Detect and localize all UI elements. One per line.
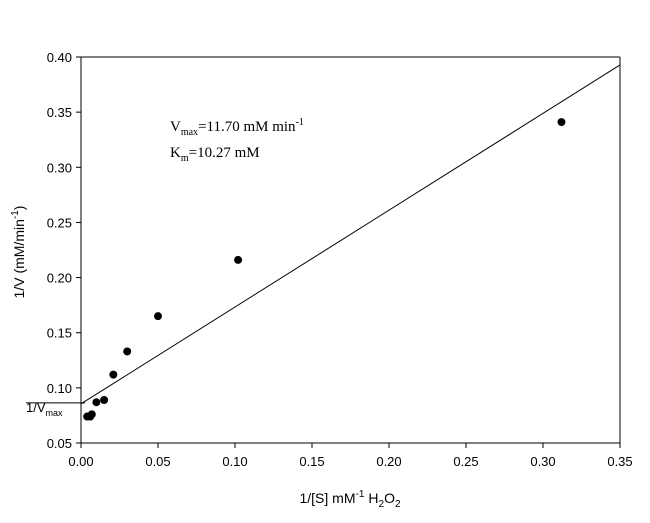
fit-line	[80, 64, 621, 405]
x-tick-label: 0.05	[145, 454, 170, 469]
x-axis-title-species-sub2: 2	[395, 499, 401, 510]
intercept-label-main: 1/V	[26, 400, 46, 415]
y-tick-label: 0.30	[47, 160, 72, 175]
data-points	[83, 118, 566, 421]
x-tick-label: 0.35	[607, 454, 632, 469]
y-axis-title: 1/V (mM/min-1)	[10, 206, 27, 299]
data-point	[100, 395, 109, 404]
y-ticks: 0.05 0.10 0.15 0.20 0.25 0.30 0.35 0.40	[47, 50, 81, 451]
km-subscript: m	[181, 153, 189, 164]
x-axis-title-species-o: O	[384, 490, 395, 506]
data-point	[154, 312, 162, 321]
x-axis-title-species-h: H	[368, 490, 378, 506]
fit-line-group	[80, 64, 621, 405]
y-tick-label: 0.10	[47, 381, 72, 396]
y-tick-label: 0.20	[47, 271, 72, 286]
vmax-value: =11.70 mM min	[198, 119, 296, 135]
km-symbol: K	[170, 145, 181, 161]
vmax-annotation: Vmax=11.70 mM min-1	[170, 117, 304, 138]
data-point	[92, 398, 101, 407]
data-point	[557, 118, 566, 127]
data-point	[234, 255, 243, 264]
x-tick-label: 0.15	[299, 454, 324, 469]
x-axis-title: 1/[S] mM-1 H2O2	[299, 489, 401, 510]
x-axis-title-species-sub1: 2	[379, 499, 385, 510]
vmax-symbol: V	[170, 119, 181, 135]
vmax-exponent: -1	[296, 117, 304, 128]
x-tick-label: 0.10	[222, 454, 247, 469]
y-axis-title-suffix: )	[11, 206, 27, 211]
x-ticks: 0.00 0.05 0.10 0.15 0.20 0.25 0.30 0.35	[68, 443, 633, 469]
x-tick-label: 0.00	[68, 454, 93, 469]
y-axis-title-prefix: 1/V (mM/min	[11, 219, 27, 298]
intercept-label: 1/Vmax	[26, 400, 63, 418]
km-annotation: Km=10.27 mM	[170, 145, 260, 164]
intercept-label-sub: max	[46, 408, 64, 418]
y-tick-label: 0.15	[47, 326, 72, 341]
y-axis-title-exponent: -1	[10, 210, 21, 219]
data-point	[87, 410, 96, 419]
x-axis-title-exponent: -1	[355, 489, 364, 500]
y-tick-label: 0.25	[47, 215, 72, 230]
vmax-subscript: max	[181, 127, 198, 138]
y-tick-label: 0.35	[47, 105, 72, 120]
x-tick-label: 0.25	[453, 454, 478, 469]
x-tick-label: 0.20	[376, 454, 401, 469]
data-point	[109, 370, 118, 379]
data-point	[123, 347, 132, 356]
y-tick-label: 0.05	[47, 436, 72, 451]
km-value: =10.27 mM	[189, 145, 260, 161]
axes	[80, 56, 621, 444]
x-axis-title-prefix: 1/[S] mM	[299, 490, 355, 506]
x-tick-label: 0.30	[530, 454, 555, 469]
y-tick-label: 0.40	[47, 50, 72, 65]
